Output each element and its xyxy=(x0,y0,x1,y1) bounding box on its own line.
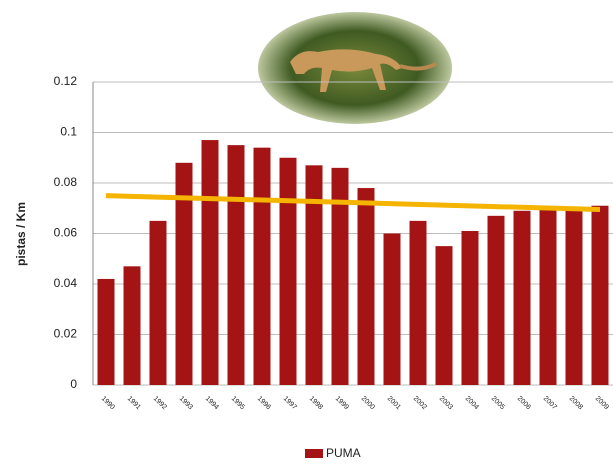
bar xyxy=(123,266,141,385)
x-tick-label: 1999 xyxy=(334,395,350,411)
bar xyxy=(383,233,401,385)
x-tick-label: 2006 xyxy=(516,395,532,411)
bar xyxy=(461,230,479,385)
y-tick-label: 0.04 xyxy=(54,276,78,290)
x-tick-label: 1995 xyxy=(230,395,246,411)
y-tick-label: 0 xyxy=(70,377,77,391)
bar xyxy=(409,220,427,385)
bar xyxy=(253,147,271,385)
bar xyxy=(279,157,297,385)
x-tick-label: 1994 xyxy=(204,395,220,411)
x-tick-label: 2004 xyxy=(464,395,480,411)
x-tick-label: 2007 xyxy=(542,395,558,411)
y-tick-label: 0.1 xyxy=(60,125,77,139)
bar xyxy=(305,165,323,385)
y-tick-label: 0.06 xyxy=(54,226,78,240)
x-tick-label: 1996 xyxy=(256,395,272,411)
bar xyxy=(357,188,375,385)
x-tick-label: 1990 xyxy=(100,395,116,411)
y-tick-label: 0.12 xyxy=(54,74,78,88)
y-tick-label: 0.02 xyxy=(54,327,78,341)
x-tick-label: 2001 xyxy=(386,395,402,411)
bar xyxy=(513,210,531,385)
bar xyxy=(435,246,453,385)
bar xyxy=(565,210,583,385)
x-tick-label: 1992 xyxy=(152,395,168,411)
y-axis-label: pistas / Km xyxy=(14,202,28,266)
puma-photo xyxy=(258,12,452,124)
bar xyxy=(539,208,557,385)
legend-label: PUMA xyxy=(326,446,361,460)
x-tick-label: 2003 xyxy=(438,395,454,411)
bar xyxy=(331,167,349,385)
x-tick-label: 1993 xyxy=(178,395,194,411)
bar xyxy=(149,220,167,385)
x-tick-label: 2009 xyxy=(594,395,610,411)
x-tick-label: 2002 xyxy=(412,395,428,411)
bar xyxy=(201,140,219,385)
x-tick-label: 1991 xyxy=(126,395,142,411)
x-tick-label: 2005 xyxy=(490,395,506,411)
trend-line xyxy=(105,193,601,213)
x-tick-label: 1998 xyxy=(308,395,324,411)
bar xyxy=(227,145,245,385)
x-tick-label: 2008 xyxy=(568,395,584,411)
legend: PUMA xyxy=(305,446,361,460)
y-tick-label: 0.08 xyxy=(54,175,78,189)
bar xyxy=(175,162,193,385)
bar xyxy=(591,205,609,385)
bar xyxy=(97,278,115,385)
legend-swatch xyxy=(305,449,323,458)
x-tick-label: 1997 xyxy=(282,395,298,411)
x-tick-label: 2000 xyxy=(360,395,376,411)
bar xyxy=(487,215,505,385)
